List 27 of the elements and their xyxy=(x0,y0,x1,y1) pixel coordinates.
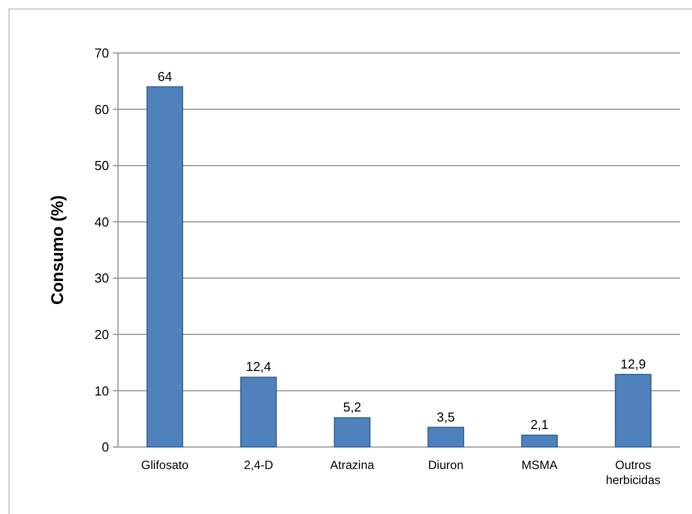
y-tick-label: 0 xyxy=(102,440,109,455)
data-label: 2,1 xyxy=(530,417,549,432)
data-label: 12,4 xyxy=(246,359,272,374)
bar xyxy=(521,434,558,448)
data-label: 12,9 xyxy=(620,356,646,372)
y-tick-label: 70 xyxy=(94,46,109,61)
bar xyxy=(240,376,277,448)
y-tick-label: 50 xyxy=(94,158,109,174)
y-tick-label: 20 xyxy=(94,326,109,342)
x-tick-label: Atrazina xyxy=(330,458,374,472)
x-tick-label: Diuron xyxy=(428,458,464,472)
y-axis-title: Consumo (%) xyxy=(48,195,67,305)
bar xyxy=(428,426,464,448)
y-tick-label: 40 xyxy=(94,214,109,230)
y-tick-label: 10 xyxy=(94,383,109,398)
bar xyxy=(146,86,184,448)
data-label: 64 xyxy=(158,68,172,84)
data-label: 5,2 xyxy=(343,400,362,415)
bar xyxy=(334,417,370,448)
data-label: 3,5 xyxy=(436,409,455,424)
x-tick-label: MSMA xyxy=(522,458,558,472)
x-tick-label: Outros herbicidas xyxy=(606,458,661,487)
x-tick-label: Glifosato xyxy=(141,458,189,472)
y-tick-label: 60 xyxy=(94,102,109,117)
x-tick-label: 2,4-D xyxy=(244,458,274,472)
bar xyxy=(614,374,652,448)
y-tick-label: 30 xyxy=(94,270,109,286)
